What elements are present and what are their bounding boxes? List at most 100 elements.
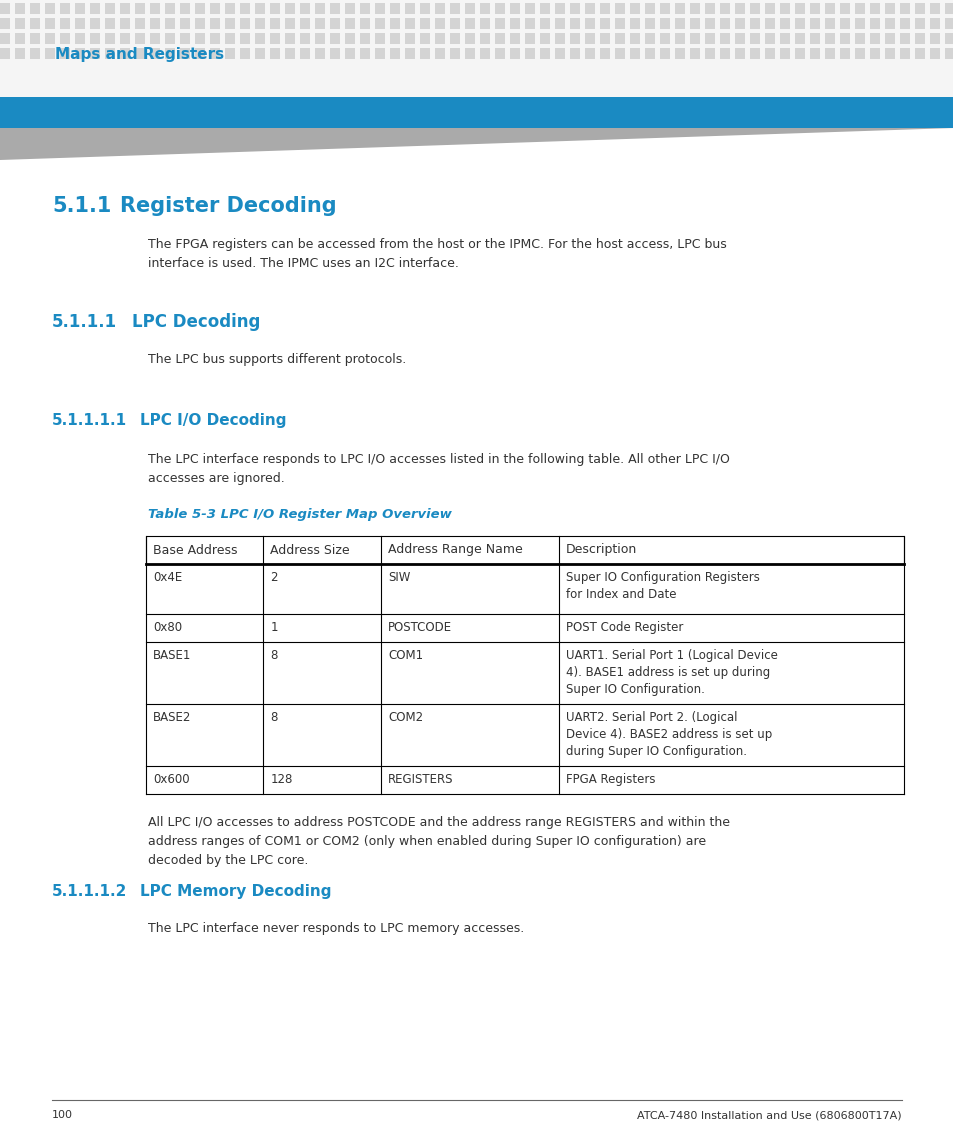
- Bar: [615, 3, 624, 14]
- Bar: [105, 18, 115, 29]
- Bar: [794, 33, 804, 44]
- Bar: [479, 33, 490, 44]
- Bar: [704, 3, 714, 14]
- Bar: [435, 3, 444, 14]
- Bar: [824, 48, 834, 60]
- Bar: [464, 3, 475, 14]
- Bar: [689, 48, 700, 60]
- Bar: [390, 48, 399, 60]
- Bar: [146, 642, 903, 704]
- Bar: [599, 48, 609, 60]
- Bar: [840, 48, 849, 60]
- Bar: [270, 18, 280, 29]
- Bar: [15, 48, 25, 60]
- Text: 128: 128: [271, 773, 293, 785]
- Bar: [479, 3, 490, 14]
- Bar: [135, 48, 145, 60]
- Text: 5.1.1.1.2: 5.1.1.1.2: [52, 884, 128, 899]
- Bar: [704, 18, 714, 29]
- Bar: [450, 48, 459, 60]
- Bar: [629, 18, 639, 29]
- Bar: [569, 18, 579, 29]
- Bar: [569, 48, 579, 60]
- Bar: [899, 3, 909, 14]
- Bar: [0, 0, 953, 97]
- Bar: [240, 33, 250, 44]
- Text: Base Address: Base Address: [152, 544, 237, 556]
- Bar: [405, 3, 415, 14]
- Polygon shape: [0, 128, 953, 160]
- Bar: [210, 18, 220, 29]
- Text: 8: 8: [271, 711, 277, 724]
- Text: 0x600: 0x600: [152, 773, 190, 785]
- Bar: [210, 48, 220, 60]
- Bar: [314, 3, 325, 14]
- Bar: [584, 33, 595, 44]
- Bar: [764, 3, 774, 14]
- Bar: [45, 48, 55, 60]
- Bar: [659, 3, 669, 14]
- Bar: [539, 18, 550, 29]
- Bar: [165, 33, 174, 44]
- Bar: [135, 3, 145, 14]
- Bar: [764, 33, 774, 44]
- Bar: [285, 18, 294, 29]
- Bar: [75, 18, 85, 29]
- Bar: [299, 3, 310, 14]
- Bar: [809, 3, 820, 14]
- Bar: [180, 48, 190, 60]
- Bar: [194, 3, 205, 14]
- Bar: [135, 33, 145, 44]
- Bar: [734, 33, 744, 44]
- Bar: [359, 33, 370, 44]
- Bar: [180, 33, 190, 44]
- Bar: [749, 18, 760, 29]
- Bar: [405, 48, 415, 60]
- Bar: [809, 33, 820, 44]
- Bar: [644, 48, 655, 60]
- Bar: [524, 48, 535, 60]
- Bar: [659, 33, 669, 44]
- Bar: [225, 18, 234, 29]
- Bar: [584, 18, 595, 29]
- Bar: [345, 33, 355, 44]
- Bar: [539, 33, 550, 44]
- Text: FPGA Registers: FPGA Registers: [565, 773, 655, 785]
- Bar: [135, 18, 145, 29]
- Bar: [270, 48, 280, 60]
- Bar: [390, 3, 399, 14]
- Bar: [419, 33, 430, 44]
- Bar: [780, 33, 789, 44]
- Bar: [899, 48, 909, 60]
- Bar: [780, 3, 789, 14]
- Bar: [75, 3, 85, 14]
- Bar: [450, 18, 459, 29]
- Bar: [330, 3, 339, 14]
- Text: 5.1.1: 5.1.1: [52, 196, 112, 216]
- Bar: [330, 33, 339, 44]
- Bar: [375, 48, 385, 60]
- Bar: [929, 48, 939, 60]
- Bar: [450, 3, 459, 14]
- Bar: [914, 3, 924, 14]
- Bar: [254, 48, 265, 60]
- Bar: [524, 18, 535, 29]
- Bar: [419, 18, 430, 29]
- Bar: [435, 18, 444, 29]
- Bar: [720, 48, 729, 60]
- Bar: [299, 33, 310, 44]
- Bar: [929, 33, 939, 44]
- Text: 0x80: 0x80: [152, 621, 182, 634]
- Text: Description: Description: [565, 544, 637, 556]
- Text: COM2: COM2: [388, 711, 423, 724]
- Text: The LPC bus supports different protocols.: The LPC bus supports different protocols…: [148, 353, 406, 366]
- Bar: [510, 48, 519, 60]
- Bar: [75, 33, 85, 44]
- Bar: [30, 48, 40, 60]
- Bar: [405, 33, 415, 44]
- Bar: [375, 3, 385, 14]
- Bar: [15, 3, 25, 14]
- Bar: [254, 3, 265, 14]
- Bar: [749, 48, 760, 60]
- Bar: [345, 3, 355, 14]
